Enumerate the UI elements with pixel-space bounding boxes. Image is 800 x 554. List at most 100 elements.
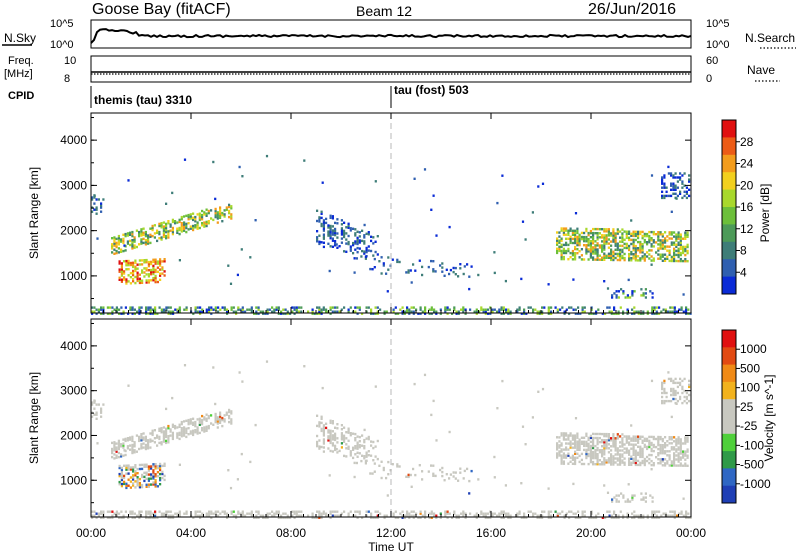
velocity-cell: [329, 441, 332, 445]
power-cell: [632, 246, 635, 250]
velocity-cell: [129, 466, 132, 469]
power-cell: [271, 310, 274, 313]
velocity-cell: [120, 468, 123, 472]
power-cell: [154, 310, 157, 313]
power-cell: [322, 308, 325, 311]
power-cell: [353, 257, 356, 260]
velocity-cell: [619, 463, 622, 466]
power-cell: [579, 312, 582, 315]
power-cell: [453, 308, 456, 311]
power-cell: [413, 177, 416, 180]
power-cell: [581, 306, 584, 309]
velocity-cell: [596, 432, 599, 436]
velocity-cell: [652, 437, 655, 441]
velocity-cell: [589, 448, 592, 452]
power-cell: [565, 229, 568, 232]
power-cell: [650, 237, 653, 240]
power-cell: [567, 258, 570, 261]
power-cell: [587, 250, 590, 253]
power-cell: [432, 194, 435, 197]
velocity-cell: [322, 434, 325, 437]
power-cell: [556, 241, 559, 244]
power-cell: [124, 232, 127, 236]
power-cell: [585, 250, 588, 253]
velocity-cell: [216, 418, 219, 421]
velocity-cell: [358, 510, 361, 513]
velocity-cell: [331, 430, 334, 433]
power-cell: [632, 238, 635, 242]
velocity-cell: [646, 514, 649, 517]
velocity-cell: [230, 412, 233, 415]
power-cell: [167, 220, 170, 223]
velocity-cell: [194, 424, 197, 428]
power-cell: [489, 306, 492, 309]
power-cell: [684, 233, 687, 236]
power-cell: [167, 234, 170, 237]
velocity-cell: [679, 462, 682, 465]
velocity-cell: [152, 483, 155, 486]
power-cell: [464, 308, 467, 311]
velocity-cell: [284, 516, 287, 519]
power-cell: [675, 233, 678, 236]
power-cell: [498, 310, 501, 313]
velocity-cell: [102, 510, 105, 513]
velocity-cell: [657, 443, 660, 447]
velocity-cell: [363, 455, 366, 458]
velocity-cell: [681, 391, 684, 395]
velocity-cell: [613, 516, 616, 519]
velocity-cell: [576, 432, 579, 435]
power-cell: [643, 234, 646, 238]
power-cell: [560, 245, 563, 249]
velocity-cell: [163, 512, 166, 515]
power-cell: [670, 174, 673, 177]
power-cell: [138, 230, 141, 234]
velocity-cell: [504, 484, 507, 487]
freq-label-line1: Freq.: [8, 55, 34, 67]
power-cell: [679, 235, 682, 238]
velocity-cell: [659, 448, 662, 451]
power-cell: [372, 312, 375, 315]
power-cell: [102, 198, 105, 201]
power-cell: [523, 308, 526, 311]
power-cell: [634, 259, 637, 262]
velocity-cell: [665, 391, 668, 395]
power-cell: [651, 308, 654, 311]
power-cell: [156, 231, 159, 234]
power-cell: [134, 269, 137, 273]
power-cell: [320, 224, 323, 228]
power-cell: [318, 220, 321, 223]
velocity-cell: [673, 460, 676, 463]
power-cell: [587, 248, 590, 251]
power-colorbar-swatch: [722, 172, 736, 191]
velocity-cell: [674, 389, 677, 393]
velocity-cell: [331, 438, 334, 441]
power-cell: [589, 240, 592, 243]
power-cell: [111, 312, 114, 315]
velocity-cell: [367, 450, 370, 453]
velocity-cell: [349, 434, 352, 437]
velocity-cell: [587, 436, 590, 440]
power-cell: [338, 245, 341, 248]
power-cell: [238, 165, 241, 169]
velocity-colorbar-tick-label: -100: [740, 438, 764, 452]
velocity-cell: [634, 461, 637, 465]
velocity-cell: [664, 462, 667, 465]
power-cell: [345, 238, 348, 241]
power-cell: [468, 287, 471, 291]
velocity-cell: [280, 516, 283, 519]
velocity-cell: [169, 514, 172, 517]
velocity-cell: [679, 395, 682, 399]
power-cell: [632, 248, 635, 252]
power-cell: [322, 233, 325, 236]
power-cell: [605, 238, 608, 241]
power-cell: [132, 277, 135, 281]
velocity-cell: [208, 510, 211, 513]
power-cell: [676, 194, 679, 198]
velocity-cell: [651, 514, 654, 517]
power-cell: [376, 253, 379, 256]
velocity-cell: [316, 444, 319, 448]
velocity-cell: [428, 516, 431, 519]
velocity-cell: [623, 443, 626, 446]
power-cell: [675, 237, 678, 240]
velocity-cell: [614, 443, 617, 446]
